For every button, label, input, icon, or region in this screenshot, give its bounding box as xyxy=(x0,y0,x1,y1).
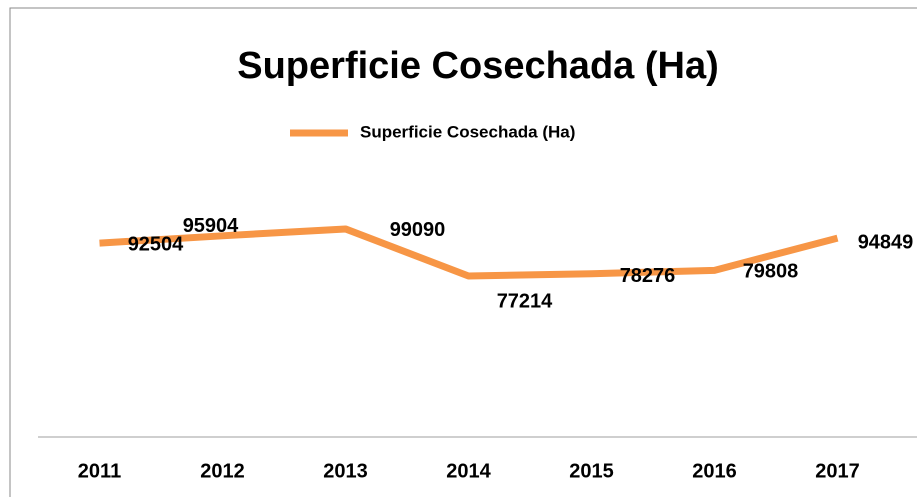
x-tick-label: 2012 xyxy=(200,460,245,482)
x-tick-label: 2016 xyxy=(692,460,737,482)
data-label: 77214 xyxy=(497,290,553,312)
data-label: 94849 xyxy=(858,231,914,253)
x-tick-label: 2013 xyxy=(323,460,368,482)
line xyxy=(99,225,839,280)
x-tick-label: 2015 xyxy=(569,460,614,482)
data-label: 78276 xyxy=(620,265,676,287)
data-label: 79808 xyxy=(743,261,799,283)
data-label: 99090 xyxy=(390,219,446,241)
x-tick-label: 2014 xyxy=(446,460,491,482)
x-tick-label: 2011 xyxy=(78,460,121,482)
data-label: 95904 xyxy=(183,215,239,237)
chart-frame xyxy=(9,7,917,497)
legend-label: Superficie Cosechada (Ha) xyxy=(360,122,575,141)
data-label: 92504 xyxy=(128,233,184,255)
x-tick-label: 2017 xyxy=(815,460,860,482)
chart-title: Superficie Cosechada (Ha) xyxy=(237,45,718,87)
